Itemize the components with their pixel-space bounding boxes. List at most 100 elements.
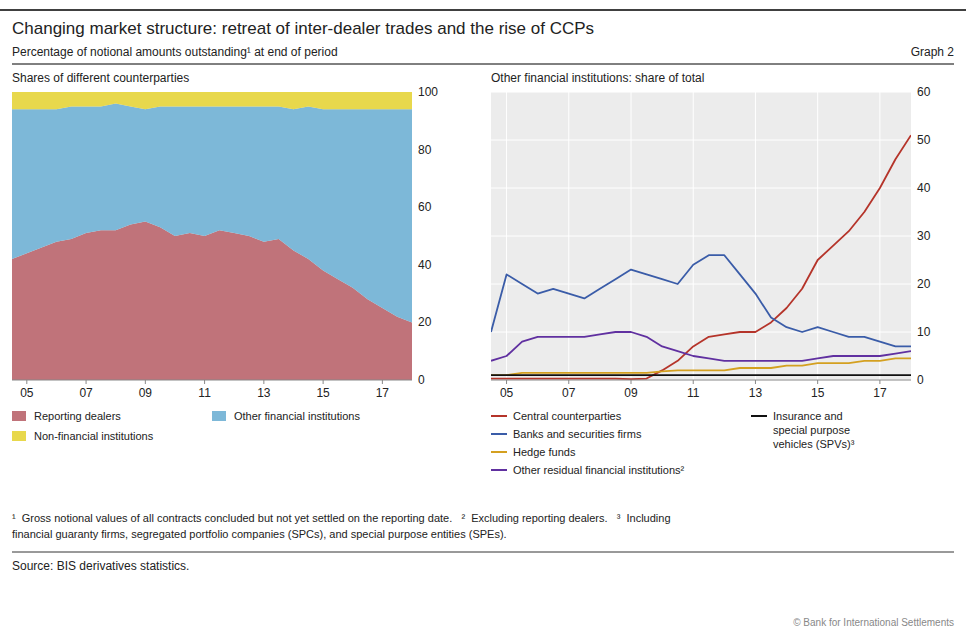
grid-line	[491, 332, 911, 333]
legend: Central counterparties Banks and securiti…	[491, 410, 855, 476]
plot-background	[12, 92, 412, 380]
top-rule	[0, 9, 966, 11]
graph-label: Graph 2	[911, 45, 955, 59]
y-tick-label: 40	[418, 258, 432, 272]
grid-line	[491, 92, 911, 93]
text-line: special purpose	[773, 424, 850, 436]
panel-title: Other financial institutions: share of t…	[491, 71, 704, 85]
x-tick	[817, 380, 818, 384]
legend-label: Hedge funds	[513, 446, 576, 458]
x-axis	[491, 380, 911, 381]
x-tick-label: 11	[687, 386, 700, 400]
x-tick-label: 13	[749, 386, 763, 400]
grid-line	[491, 140, 911, 141]
x-tick-label: 15	[811, 386, 825, 400]
y-tick-label: 0	[418, 373, 425, 387]
legend-swatch	[491, 451, 507, 453]
grid-line	[879, 92, 880, 380]
grid-line	[506, 92, 507, 380]
text-line: Insurance and	[773, 410, 843, 422]
legend-swatch	[491, 469, 507, 471]
title: Changing market structure: retreat of in…	[12, 19, 594, 38]
grid-line	[755, 92, 756, 380]
x-tick-label: 07	[79, 386, 93, 400]
legend-label: Central counterparties	[513, 410, 622, 422]
line	[491, 255, 911, 346]
x-tick-label: 17	[873, 386, 887, 400]
text-line: vehicles (SPVs)³	[773, 438, 855, 450]
legend-label: Non-financial institutions	[34, 430, 154, 442]
x-tick	[26, 380, 27, 384]
y-tick-label: 100	[418, 85, 438, 99]
y-tick-label: 20	[418, 315, 432, 329]
grid-line	[817, 92, 818, 380]
legend-swatch	[491, 433, 507, 435]
x-tick-label: 13	[257, 386, 271, 400]
x-tick-label: 11	[198, 386, 211, 400]
grid-line	[491, 236, 911, 237]
x-tick	[755, 380, 756, 384]
legend-swatch	[212, 411, 226, 421]
subtitle: Percentage of notional amounts outstandi…	[12, 45, 338, 59]
legend-swatch	[491, 415, 507, 417]
x-tick	[145, 380, 146, 384]
panel: Shares of different counterparties 05 07 09…	[12, 71, 438, 442]
marks	[491, 135, 911, 379]
line	[491, 358, 911, 375]
grid-line	[491, 284, 911, 285]
x-tick	[506, 380, 507, 384]
x-tick	[382, 380, 383, 384]
area	[12, 92, 412, 109]
x-tick	[263, 380, 264, 384]
x-tick-label: 09	[139, 386, 153, 400]
marks	[12, 92, 412, 380]
y-tick-label: 60	[917, 85, 931, 99]
copyright: © Bank for International Settlements	[793, 617, 954, 628]
x-tick	[631, 380, 632, 384]
x-axis	[12, 380, 412, 381]
x-tick	[879, 380, 880, 384]
x-tick-label: 05	[500, 386, 514, 400]
y-tick-label: 40	[917, 181, 931, 195]
line	[491, 135, 911, 379]
x-tick-label: 09	[624, 386, 638, 400]
legend-label: Other residual financial institutions²	[513, 464, 685, 476]
footnote: ¹ Gross notional values of all contracts…	[12, 512, 671, 524]
y-tick-label: 50	[917, 133, 931, 147]
x-tick-label: 17	[376, 386, 390, 400]
plot-background	[491, 92, 911, 380]
y-tick-label: 60	[418, 200, 432, 214]
panel: Other financial institutions: share of t…	[491, 71, 931, 476]
footnote: financial guaranty firms, segregated por…	[12, 528, 507, 540]
grid-line	[491, 188, 911, 189]
divider	[12, 552, 954, 553]
x-tick	[86, 380, 87, 384]
x-tick	[693, 380, 694, 384]
grid-line	[631, 92, 632, 380]
x-tick-label: 05	[20, 386, 34, 400]
legend-label: Insurance and special purpose vehicles (SP…	[773, 410, 855, 450]
source: Source: BIS derivatives statistics.	[12, 559, 189, 573]
x-tick	[204, 380, 205, 384]
y-tick-label: 80	[418, 143, 432, 157]
legend-swatch	[751, 415, 767, 417]
grid-line	[693, 92, 694, 380]
y-tick-label: 10	[917, 325, 931, 339]
y-tick-label: 30	[917, 229, 931, 243]
y-tick-label: 0	[917, 373, 924, 387]
figure: Changing market structure: retreat of in…	[0, 0, 966, 640]
grid-line	[491, 380, 911, 381]
x-tick-label: 07	[562, 386, 576, 400]
line	[491, 374, 911, 376]
legend-label: Banks and securities firms	[513, 428, 642, 440]
y-tick-label: 20	[917, 277, 931, 291]
x-tick	[323, 380, 324, 384]
legend-swatch	[12, 431, 26, 441]
x-tick-label: 15	[316, 386, 330, 400]
legend: Reporting dealersOther financial institu…	[12, 410, 360, 442]
legend-label: Other financial institutions	[234, 410, 360, 422]
line	[491, 332, 911, 361]
area	[12, 104, 412, 323]
x-tick	[568, 380, 569, 384]
panel-title: Shares of different counterparties	[12, 71, 189, 85]
